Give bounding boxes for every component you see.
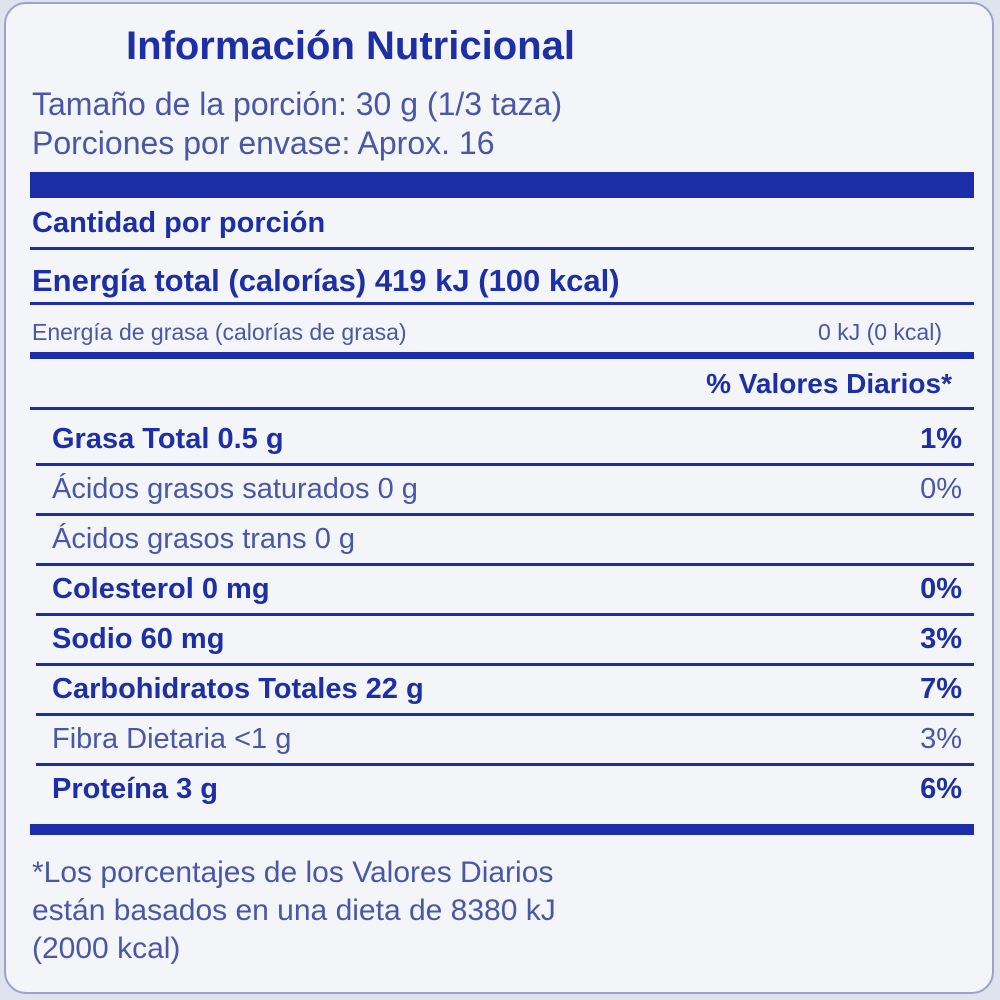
- divider: [30, 247, 974, 250]
- nutrient-daily-value: 1%: [920, 423, 962, 455]
- nutrient-daily-value: 7%: [920, 673, 962, 705]
- nutrient-name: Fibra Dietaria <1 g: [52, 723, 292, 755]
- nutrient-daily-value: 3%: [920, 623, 962, 655]
- divider: [36, 663, 974, 666]
- divider-thick: [30, 824, 974, 835]
- divider: [36, 613, 974, 616]
- nutrition-label: Información Nutricional Tamaño de la por…: [4, 2, 994, 994]
- divider: [36, 463, 974, 466]
- amount-per-serving: Cantidad por porción: [32, 207, 326, 239]
- footnote-line: están basados en una dieta de 8380 kJ: [32, 894, 556, 927]
- divider: [36, 763, 974, 766]
- footnote-line: *Los porcentajes de los Valores Diarios: [32, 856, 554, 889]
- serving-size: Tamaño de la porción: 30 g (1/3 taza): [32, 86, 563, 122]
- divider: [36, 513, 974, 516]
- nutrient-name: Colesterol 0 mg: [52, 573, 270, 605]
- divider: [36, 563, 974, 566]
- divider: [36, 713, 974, 716]
- servings-per-container: Porciones por envase: Aprox. 16: [32, 125, 495, 161]
- divider-thick: [30, 172, 974, 198]
- fat-energy-label: Energía de grasa (calorías de grasa): [32, 319, 407, 345]
- nutrient-daily-value: 0%: [920, 573, 962, 605]
- daily-values-header: % Valores Diarios*: [706, 368, 952, 399]
- nutrient-daily-value: 3%: [920, 723, 962, 755]
- nutrient-name: Carbohidratos Totales 22 g: [52, 673, 424, 705]
- fat-energy-value: 0 kJ (0 kcal): [818, 319, 942, 345]
- divider: [30, 302, 974, 305]
- total-energy: Energía total (calorías) 419 kJ (100 kca…: [32, 263, 620, 298]
- nutrient-name: Proteína 3 g: [52, 773, 218, 805]
- divider-medium: [30, 352, 974, 359]
- nutrient-name: Grasa Total 0.5 g: [52, 423, 284, 455]
- nutrient-name: Ácidos grasos saturados 0 g: [52, 473, 418, 505]
- nutrient-name: Ácidos grasos trans 0 g: [52, 523, 356, 555]
- footnote-line: (2000 kcal): [32, 932, 181, 965]
- nutrient-daily-value: 6%: [920, 773, 962, 805]
- label-title: Información Nutricional: [126, 24, 575, 68]
- nutrient-daily-value: 0%: [920, 473, 962, 505]
- divider: [30, 407, 974, 410]
- nutrient-name: Sodio 60 mg: [52, 623, 225, 655]
